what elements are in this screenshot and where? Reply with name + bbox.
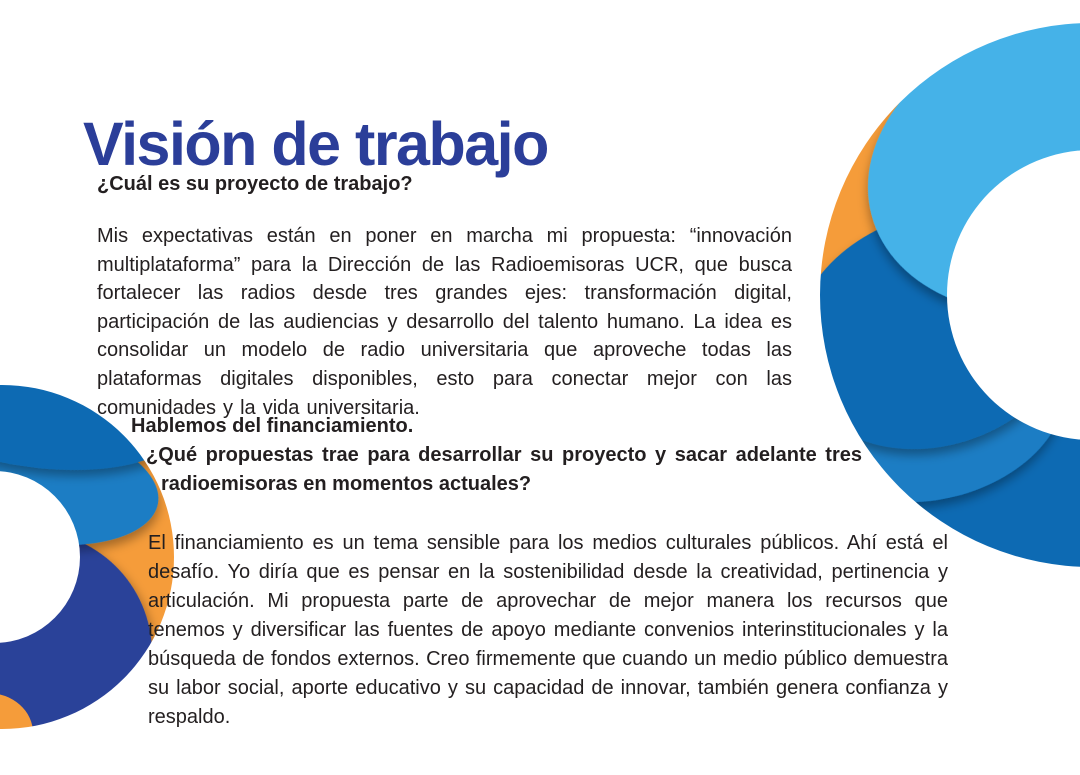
question-1: ¿Cuál es su proyecto de trabajo? <box>97 173 413 195</box>
ring-blob-navy <box>0 531 152 745</box>
question-2-line-2: ¿Qué propuestas trae para desarrollar su… <box>146 444 862 466</box>
right-donut-graphic <box>800 16 1080 620</box>
ring-band-dark-blue <box>0 385 189 470</box>
page-title: Visión de trabajo <box>83 109 549 178</box>
question-2: Hablemos del financiamiento. ¿Qué propue… <box>131 412 871 499</box>
left-donut-graphic <box>0 385 189 745</box>
question-2-line-3: radioemisoras en momentos actuales? <box>161 473 532 495</box>
ring-blob-sky-blue <box>867 16 1080 314</box>
answer-2: El financiamiento es un tema sensible pa… <box>148 532 948 728</box>
ring-sliver-orange <box>0 694 33 745</box>
question-2-line-1: Hablemos del financiamiento. <box>131 415 414 437</box>
answer-1: Mis expectativas están en poner en march… <box>97 225 792 419</box>
